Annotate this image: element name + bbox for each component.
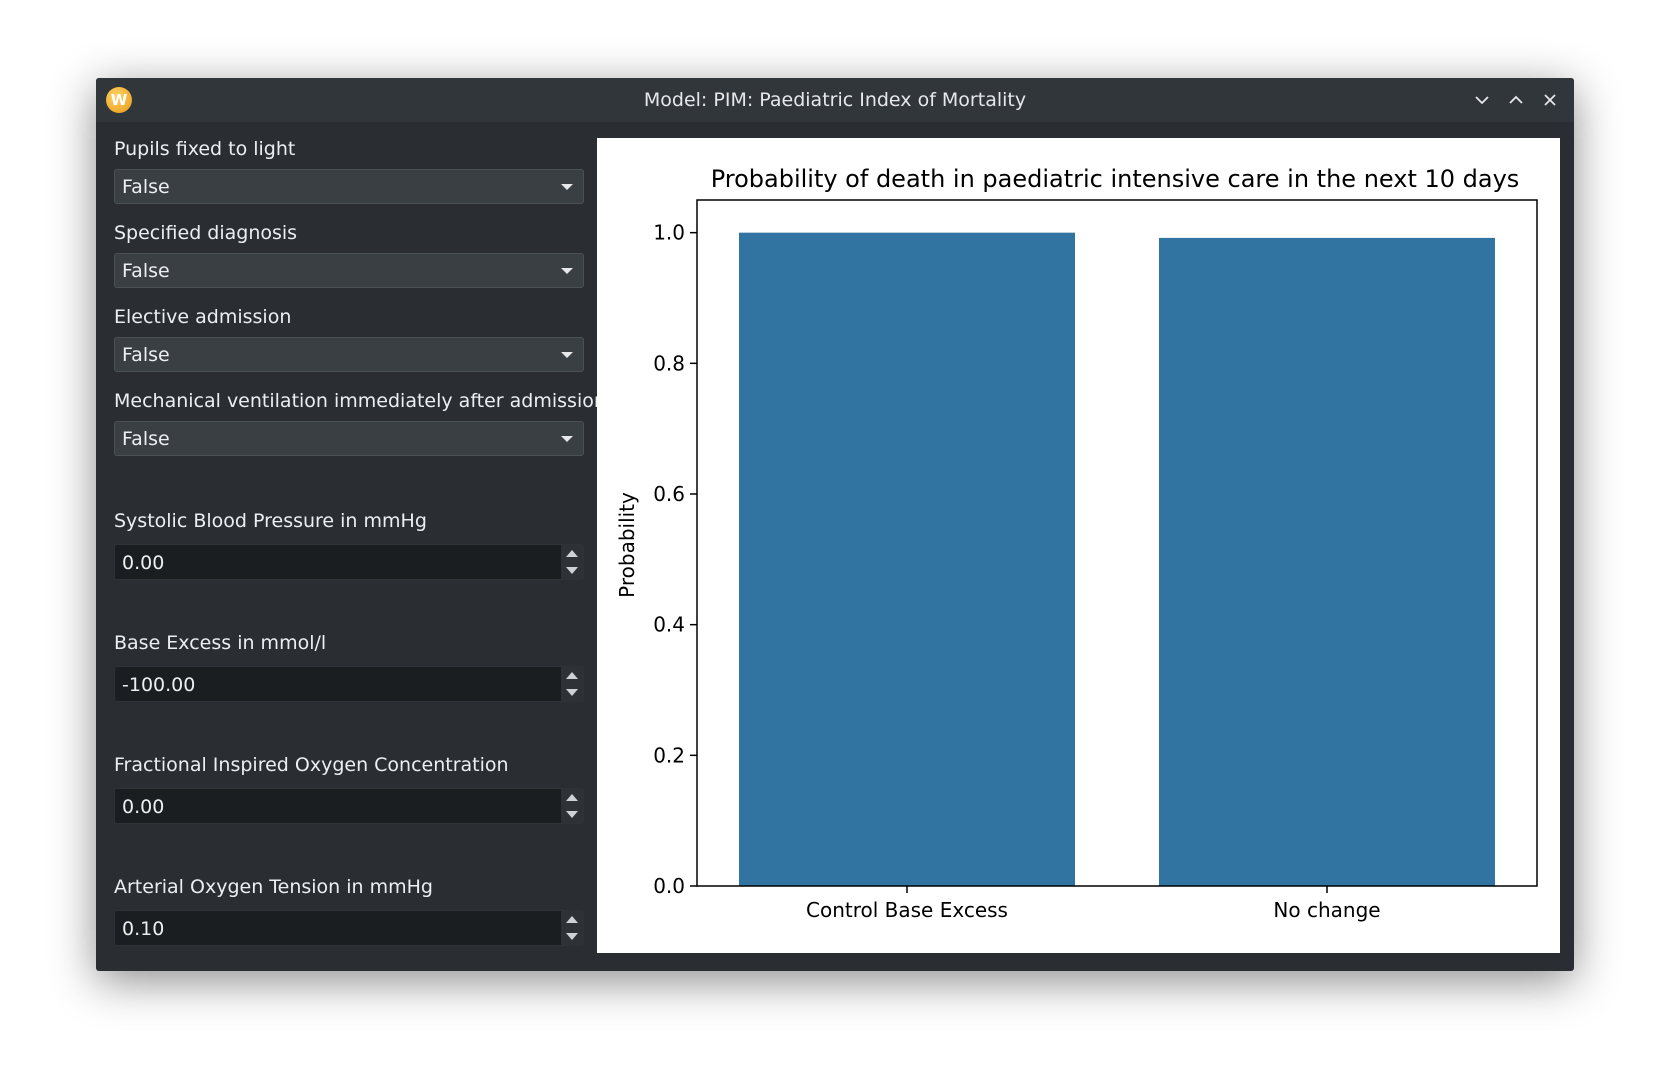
base-excess-stepper[interactable] <box>561 667 583 701</box>
diagnosis-label: Specified diagnosis <box>114 222 298 244</box>
chevron-down-icon <box>561 436 573 442</box>
fio2-label: Fractional Inspired Oxygen Concentration <box>114 754 509 776</box>
y-tick-label: 0.0 <box>653 874 685 898</box>
chart-panel: Probability of death in paediatric inten… <box>597 138 1560 953</box>
close-button[interactable] <box>1536 86 1564 114</box>
spin-down-icon[interactable] <box>566 567 578 574</box>
probability-bar-chart: Probability of death in paediatric inten… <box>615 165 1538 922</box>
chart-title: Probability of death in paediatric inten… <box>711 165 1520 193</box>
y-tick-label: 0.4 <box>653 613 685 637</box>
elective-value: False <box>122 343 170 366</box>
fio2-stepper[interactable] <box>561 789 583 823</box>
app-icon[interactable]: W <box>106 87 132 113</box>
y-tick-label: 0.8 <box>653 351 685 375</box>
spin-up-icon[interactable] <box>566 916 578 923</box>
y-tick-label: 0.2 <box>653 743 685 767</box>
spin-up-icon[interactable] <box>566 550 578 557</box>
chevron-down-icon <box>561 352 573 358</box>
fio2-input[interactable] <box>115 789 564 825</box>
maximize-icon <box>1509 95 1523 104</box>
systolic-input[interactable] <box>115 545 564 581</box>
bar-1 <box>1159 237 1495 887</box>
spin-up-icon[interactable] <box>566 672 578 679</box>
x-tick-label: Control Base Excess <box>806 898 1008 922</box>
systolic-stepper[interactable] <box>561 545 583 579</box>
window-title: Model: PIM: Paediatric Index of Mortalit… <box>643 89 1027 111</box>
spin-down-icon[interactable] <box>566 811 578 818</box>
y-tick-label: 1.0 <box>653 221 685 245</box>
minimize-icon <box>1475 96 1489 105</box>
y-tick-label: 0.6 <box>653 482 685 506</box>
x-tick-label: No change <box>1273 898 1380 922</box>
pupils-value: False <box>122 175 170 198</box>
y-axis-label: Probability <box>615 492 639 598</box>
systolic-spinbox[interactable] <box>114 544 584 581</box>
elective-select[interactable]: False <box>114 337 584 372</box>
chevron-down-icon <box>561 268 573 274</box>
diagnosis-value: False <box>122 259 170 282</box>
ventilation-select[interactable]: False <box>114 421 584 456</box>
pao2-input[interactable] <box>115 911 564 947</box>
pao2-spinbox[interactable] <box>114 910 584 947</box>
fio2-spinbox[interactable] <box>114 788 584 825</box>
close-icon <box>1544 94 1556 106</box>
spin-down-icon[interactable] <box>566 689 578 696</box>
ventilation-value: False <box>122 427 170 450</box>
pao2-label: Arterial Oxygen Tension in mmHg <box>114 876 433 898</box>
minimize-button[interactable] <box>1468 86 1496 114</box>
base-excess-spinbox[interactable] <box>114 666 584 703</box>
base-excess-input[interactable] <box>115 667 564 703</box>
spin-down-icon[interactable] <box>566 933 578 940</box>
title-bar[interactable]: W Model: PIM: Paediatric Index of Mortal… <box>96 78 1574 122</box>
ventilation-label: Mechanical ventilation immediately after… <box>114 390 606 412</box>
chevron-down-icon <box>561 184 573 190</box>
elective-label: Elective admission <box>114 306 292 328</box>
pupils-select[interactable]: False <box>114 169 584 204</box>
diagnosis-select[interactable]: False <box>114 253 584 288</box>
maximize-button[interactable] <box>1502 86 1530 114</box>
base-excess-label: Base Excess in mmol/l <box>114 632 327 654</box>
pupils-label: Pupils fixed to light <box>114 138 296 160</box>
plot-area-frame <box>696 199 1538 887</box>
app-window: W Model: PIM: Paediatric Index of Mortal… <box>96 78 1574 971</box>
pao2-stepper[interactable] <box>561 911 583 945</box>
systolic-label: Systolic Blood Pressure in mmHg <box>114 510 427 532</box>
bar-0 <box>739 232 1075 887</box>
spin-up-icon[interactable] <box>566 794 578 801</box>
